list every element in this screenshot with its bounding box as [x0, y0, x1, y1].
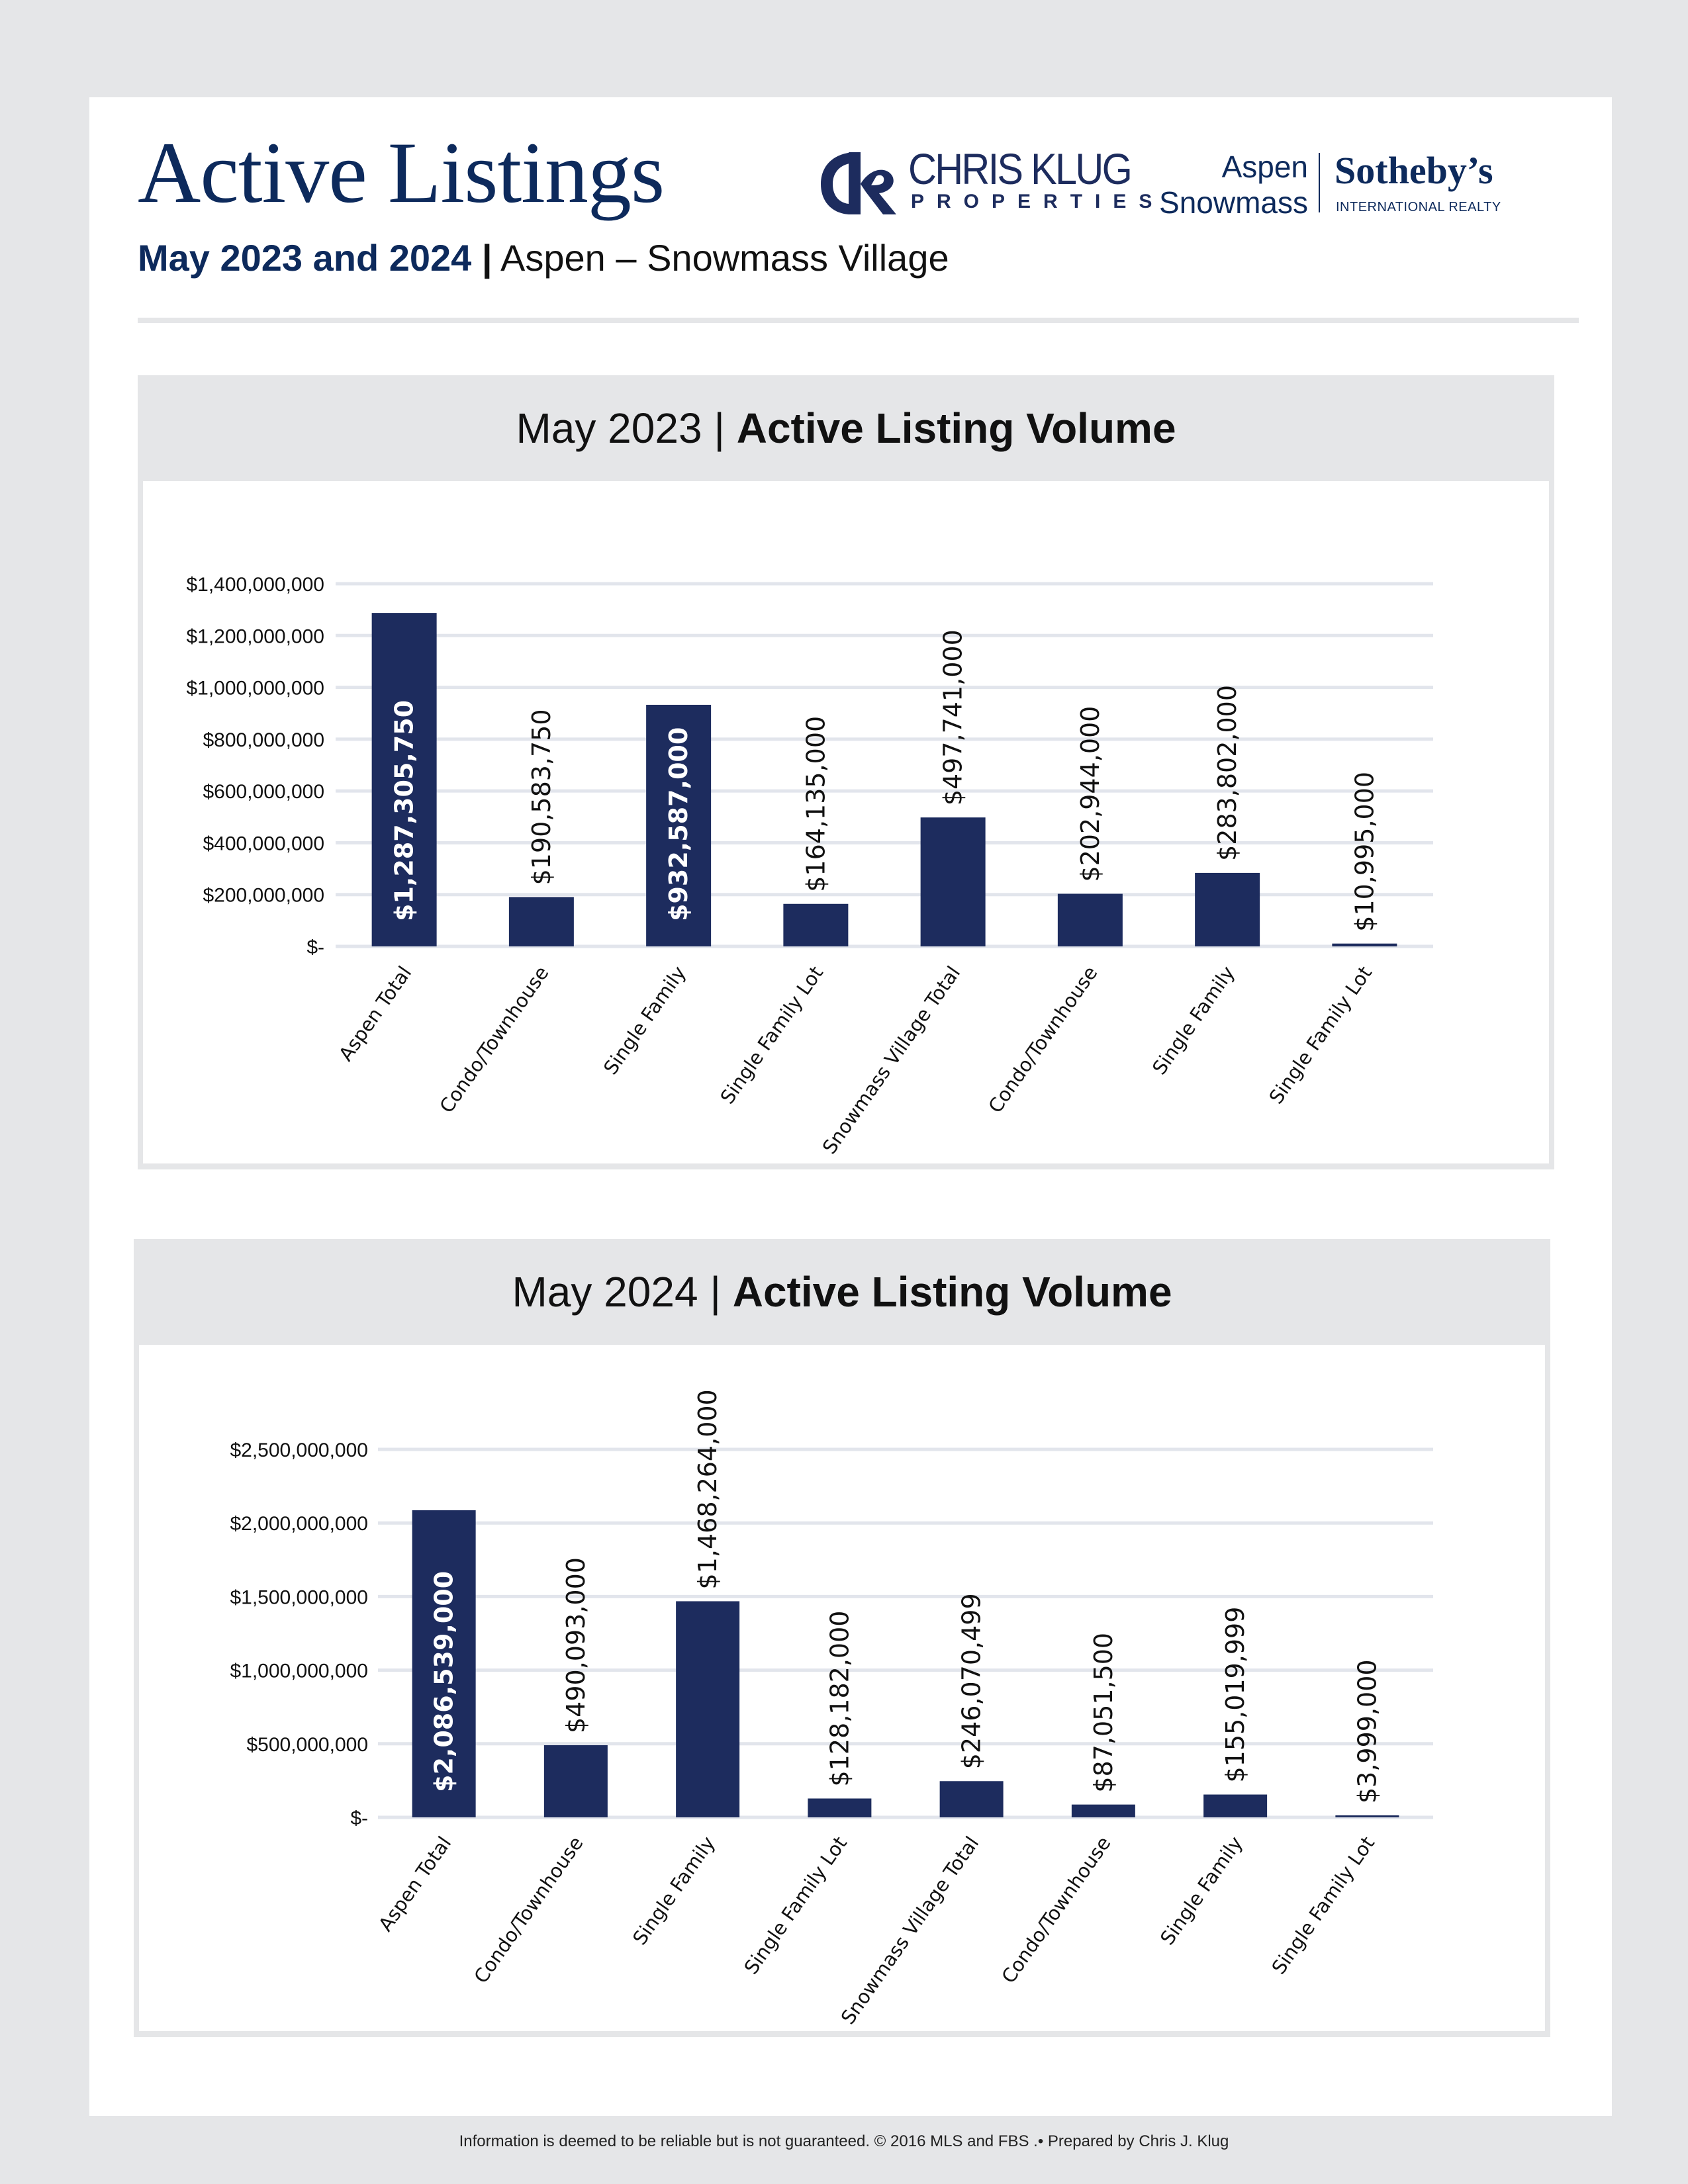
- x-category-label: Aspen Total: [334, 962, 416, 1066]
- y-tick-label: $2,500,000,000: [230, 1439, 368, 1461]
- data-label: $87,051,500: [1089, 1633, 1118, 1793]
- data-label: $202,944,000: [1076, 706, 1105, 882]
- y-tick-label: $200,000,000: [203, 885, 324, 907]
- bar: [676, 1601, 740, 1817]
- y-tick-label: $600,000,000: [203, 781, 324, 803]
- chart-title-separator: |: [714, 404, 725, 452]
- chart-title: May 2023 | Active Listing Volume: [138, 375, 1554, 481]
- data-label: $2,086,539,000: [430, 1571, 459, 1792]
- bar: [1335, 1815, 1399, 1817]
- bar: [1057, 893, 1123, 946]
- y-tick-label: $-: [306, 936, 324, 958]
- data-label: $1,468,264,000: [693, 1389, 722, 1589]
- y-tick-label: $500,000,000: [246, 1734, 368, 1756]
- chart-title-metric: Active Listing Volume: [732, 1268, 1172, 1316]
- sothebys-logo: Aspen Snowmass Sotheby’s INTERNATIONAL R…: [1159, 149, 1553, 222]
- data-label: $490,093,000: [561, 1557, 590, 1733]
- x-category-label: Single Family: [1156, 1833, 1247, 1950]
- x-category-label: Aspen Total: [374, 1833, 455, 1936]
- bar: [939, 1781, 1004, 1817]
- bar: [808, 1798, 872, 1817]
- page-title: Active Listings: [138, 124, 665, 221]
- data-label: $932,587,000: [664, 727, 693, 921]
- chart-title-period: May 2024: [512, 1268, 698, 1316]
- bar-chart-2024: $- $500,000,000 $1,000,000,000 $1,500,000,0…: [230, 1389, 1433, 2028]
- chart-plot-area: $- $200,000,000 $400,000,000 $600,000,000 $8…: [143, 481, 1549, 1163]
- data-label: $497,741,000: [939, 629, 968, 805]
- page-subtitle: May 2023 and 2024 | Aspen – Snowmass Vil…: [138, 240, 949, 277]
- x-category-label: Single Family: [599, 962, 690, 1079]
- x-category-label: Single Family Lot: [1264, 962, 1376, 1109]
- chart-title-metric: Active Listing Volume: [736, 404, 1176, 452]
- sothebys-name: Sotheby’s: [1335, 149, 1493, 192]
- x-category-label: Single Family Lot: [739, 1833, 851, 1979]
- x-category-label: Condo/Townhouse: [997, 1833, 1115, 1987]
- subtitle-period: May 2023 and 2024: [138, 237, 472, 279]
- bar: [1195, 872, 1260, 946]
- chart-title-separator: |: [710, 1268, 721, 1316]
- chart-plot-area: $- $500,000,000 $1,000,000,000 $1,500,000,0…: [139, 1345, 1545, 2031]
- sothebys-place: Aspen Snowmass: [1159, 149, 1308, 220]
- chart-title-period: May 2023: [516, 404, 702, 452]
- bar: [412, 1510, 476, 1817]
- x-category-label: Condo/Townhouse: [984, 962, 1102, 1117]
- data-label: $3,999,000: [1352, 1659, 1382, 1803]
- y-tick-label: $1,500,000,000: [230, 1586, 368, 1608]
- bar-chart-2023: $- $200,000,000 $400,000,000 $600,000,000 $8…: [186, 574, 1433, 1158]
- bar: [543, 1745, 608, 1817]
- sothebys-sub: INTERNATIONAL REALTY: [1336, 200, 1501, 214]
- header-divider: [138, 318, 1579, 323]
- bar: [1071, 1804, 1135, 1817]
- y-tick-label: $1,000,000,000: [230, 1661, 368, 1682]
- ck-brand-sub: PROPERTIES: [911, 191, 1165, 212]
- sothebys-place-line2: Snowmass: [1159, 185, 1308, 220]
- y-tick-label: $1,400,000,000: [186, 574, 324, 596]
- bar: [371, 613, 437, 946]
- bar: [1332, 943, 1397, 946]
- x-category-label: Snowmass Village Total: [818, 962, 965, 1158]
- bar: [646, 704, 712, 946]
- data-label: $155,019,999: [1221, 1607, 1250, 1783]
- bar: [1203, 1794, 1268, 1817]
- sothebys-place-line1: Aspen: [1221, 150, 1308, 184]
- data-label: $164,135,000: [801, 716, 830, 892]
- y-tick-label: $800,000,000: [203, 729, 324, 751]
- data-label: $1,287,305,750: [390, 700, 419, 921]
- chart-title: May 2024 | Active Listing Volume: [134, 1239, 1550, 1345]
- x-category-label: Single Family: [1148, 962, 1239, 1079]
- y-tick-label: $2,000,000,000: [230, 1513, 368, 1535]
- data-label: $128,182,000: [825, 1611, 854, 1787]
- data-label: $246,070,499: [957, 1593, 986, 1769]
- logo-divider: [1319, 153, 1320, 212]
- x-category-label: Single Family: [628, 1833, 720, 1950]
- ck-brand-name: CHRIS KLUG: [908, 144, 1133, 193]
- y-tick-label: $400,000,000: [203, 833, 324, 854]
- bar: [508, 897, 574, 946]
- chart-panel-2024: May 2024 | Active Listing Volume $- $500,…: [134, 1239, 1550, 2037]
- y-tick-label: $1,200,000,000: [186, 625, 324, 647]
- x-category-label: Single Family Lot: [716, 962, 827, 1109]
- chris-klug-properties-logo: CHRIS KLUG PROPERTIES: [818, 144, 1152, 216]
- x-category-label: Condo/Townhouse: [435, 962, 553, 1117]
- data-label: $10,995,000: [1350, 772, 1379, 932]
- x-category-label: Single Family Lot: [1267, 1833, 1379, 1979]
- bar: [920, 817, 986, 946]
- data-label: $283,802,000: [1213, 685, 1242, 861]
- y-tick-label: $-: [350, 1807, 368, 1829]
- x-category-label: Snowmass Village Total: [837, 1833, 984, 2028]
- x-category-label: Condo/Townhouse: [469, 1833, 587, 1987]
- chart-panel-2023: May 2023 | Active Listing Volume $- $200,…: [138, 375, 1554, 1169]
- subtitle-separator: |: [481, 237, 492, 279]
- y-tick-label: $1,000,000,000: [186, 678, 324, 700]
- subtitle-location: Aspen – Snowmass Village: [500, 237, 949, 279]
- footer-disclaimer: Information is deemed to be reliable but…: [459, 2132, 1229, 2150]
- data-label: $190,583,750: [527, 709, 556, 885]
- bar: [783, 903, 849, 946]
- ck-monogram-icon: [821, 152, 896, 214]
